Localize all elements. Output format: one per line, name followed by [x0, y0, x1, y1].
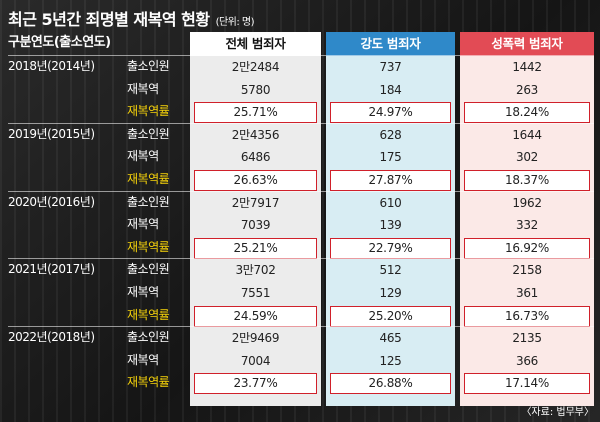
page-title: 최근 5년간 죄명별 재복역 현황 (단위: 명) — [8, 6, 255, 30]
group-separator — [8, 122, 594, 124]
row-label-reimprisoned: 재복역 — [127, 217, 159, 232]
rate-cell: 16.73% — [464, 305, 590, 327]
table-cell: 512 — [379, 263, 402, 278]
row-label-rate: 재복역률 — [127, 239, 170, 254]
table-cell: 2만4356 — [231, 127, 280, 142]
row-label-released: 출소인원 — [127, 59, 170, 73]
row-label-rate: 재복역률 — [127, 172, 170, 186]
row-label-reimprisoned: 재복역 — [127, 352, 159, 367]
group-separator — [8, 258, 594, 260]
table-cell: 3만702 — [235, 263, 276, 278]
group-separator — [8, 326, 594, 328]
rate-cell: 25.71% — [194, 102, 317, 124]
row-label-released: 출소인원 — [127, 126, 170, 141]
table-cell: 5780 — [240, 82, 271, 97]
row-label-released: 출소인원 — [127, 330, 170, 345]
table-cell: 737 — [379, 60, 402, 74]
rate-cell: 18.24% — [464, 102, 590, 124]
table-cell: 1644 — [512, 127, 542, 142]
table-cell: 2135 — [512, 331, 542, 346]
table-cell: 7004 — [240, 353, 271, 368]
table-cell: 2만9469 — [231, 331, 280, 346]
table-cell: 6486 — [240, 150, 271, 165]
year-label: 2019년(2015년) — [8, 126, 95, 141]
row-label-rate: 재복역률 — [127, 307, 170, 322]
year-label: 2020년(2016년) — [8, 194, 95, 209]
table-cell: 129 — [379, 286, 402, 300]
row-label-released: 출소인원 — [127, 194, 170, 209]
column-robbery: 강도 범죄자 737 184 24.97% 628 175 27.87% 610 139 22.… — [326, 32, 455, 406]
source-note: 〈자료: 법무부〉 — [521, 407, 594, 418]
row-label-rate: 재복역률 — [127, 375, 170, 390]
year-label: 2018년(2014년) — [8, 59, 95, 73]
table-cell: 175 — [379, 150, 402, 165]
rate-cell: 16.92% — [464, 237, 590, 259]
row-label-released: 출소인원 — [127, 262, 170, 277]
table-cell: 2158 — [512, 263, 542, 278]
column-total: 전체 범죄자 2만2484 5780 25.71% 2만4356 6486 26.63% 2… — [190, 32, 321, 406]
rate-cell: 26.88% — [330, 373, 451, 395]
year-label: 2021년(2017년) — [8, 262, 95, 277]
table-cell: 628 — [379, 127, 402, 142]
row-label-rate: 재복역률 — [127, 104, 170, 119]
table-cell: 7039 — [240, 218, 271, 233]
column-header-robbery: 강도 범죄자 — [326, 32, 455, 56]
rate-cell: 18.37% — [464, 170, 590, 191]
table-cell: 361 — [515, 286, 538, 300]
column-sexual: 성폭력 범죄자 1442 263 18.24% 1644 302 18.37% 1962 33… — [460, 32, 594, 406]
rate-cell: 25.21% — [194, 237, 317, 259]
table-cell: 139 — [379, 218, 402, 233]
column-header-total: 전체 범죄자 — [190, 32, 321, 56]
rate-cell: 25.20% — [330, 305, 451, 327]
rate-cell: 17.14% — [464, 373, 590, 395]
table-cell: 263 — [515, 82, 538, 97]
table-cell: 2만2484 — [231, 60, 280, 74]
table-cell: 125 — [379, 353, 402, 368]
table-cell: 465 — [379, 331, 402, 346]
rate-cell: 22.79% — [330, 237, 451, 259]
year-label: 2022년(2018년) — [8, 330, 95, 345]
table-cell: 366 — [515, 353, 538, 368]
row-label-reimprisoned: 재복역 — [127, 81, 159, 96]
rate-cell: 26.63% — [194, 170, 317, 191]
table-cell: 332 — [515, 218, 538, 233]
rate-cell: 24.97% — [330, 102, 451, 124]
unit-label: (단위: 명) — [215, 17, 255, 28]
group-separator — [8, 190, 594, 192]
rate-cell: 23.77% — [194, 373, 317, 395]
column-header-sexual: 성폭력 범죄자 — [460, 32, 594, 56]
category-header: 구분연도(출소연도) — [8, 35, 111, 50]
rate-cell: 24.59% — [194, 305, 317, 327]
table-cell: 1962 — [512, 195, 542, 210]
group-separator — [8, 55, 594, 56]
table-cell: 302 — [515, 150, 538, 165]
rate-cell: 27.87% — [330, 170, 451, 191]
row-label-reimprisoned: 재복역 — [127, 149, 159, 164]
row-label-reimprisoned: 재복역 — [127, 285, 159, 299]
title-text: 최근 5년간 죄명별 재복역 현황 — [8, 10, 210, 29]
table-cell: 1442 — [512, 60, 542, 74]
table-cell: 2만7917 — [231, 195, 280, 210]
table-cell: 610 — [379, 195, 402, 210]
table-cell: 7551 — [240, 286, 271, 300]
table-cell: 184 — [379, 82, 402, 97]
